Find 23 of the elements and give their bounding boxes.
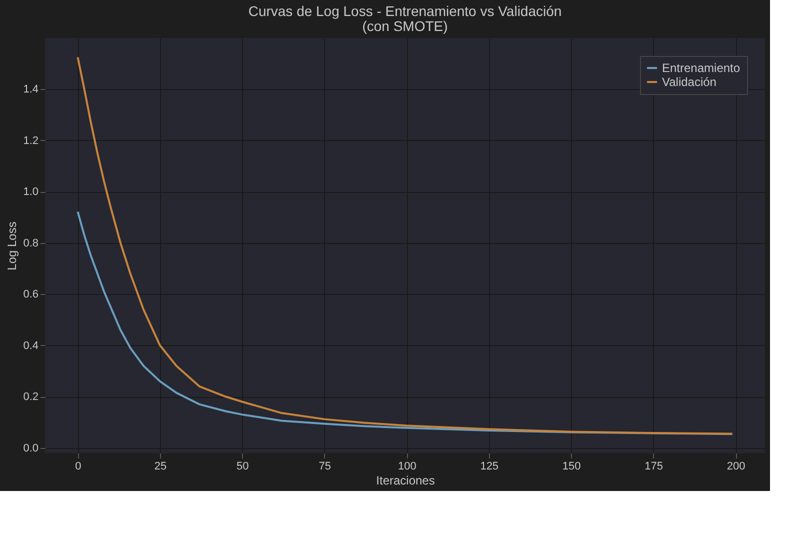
x-tick-label: 150 bbox=[562, 460, 581, 472]
y-axis-title: Log Loss bbox=[5, 222, 20, 270]
x-tick-label: 125 bbox=[480, 460, 499, 472]
x-tick-label: 200 bbox=[726, 460, 746, 472]
legend-label: Validación bbox=[662, 75, 716, 89]
y-tick-label: 1.0 bbox=[23, 186, 38, 198]
y-tick-label: 1.4 bbox=[23, 84, 38, 96]
y-tick-label: 0.8 bbox=[23, 237, 38, 250]
x-tick-label: 75 bbox=[318, 460, 332, 472]
legend-label: Entrenamiento bbox=[662, 61, 740, 75]
chart-subtitle: (con SMOTE) bbox=[362, 18, 448, 34]
x-tick-label: 0 bbox=[75, 460, 82, 472]
y-tick-label: 0.4 bbox=[23, 340, 38, 352]
x-tick-label: 50 bbox=[236, 460, 249, 472]
x-tick-label: 100 bbox=[398, 460, 416, 472]
y-tick-label: 0.2 bbox=[23, 391, 38, 404]
x-axis-title: Iteraciones bbox=[376, 474, 435, 488]
y-tick-label: 0.0 bbox=[23, 442, 38, 454]
y-tick-label: 1.2 bbox=[23, 134, 38, 147]
x-tick-label: 25 bbox=[154, 460, 167, 472]
x-tick-label: 175 bbox=[644, 460, 664, 472]
chart-title: Curvas de Log Loss - Entrenamiento vs Validación bbox=[248, 3, 562, 19]
y-tick-label: 0.6 bbox=[23, 288, 38, 301]
